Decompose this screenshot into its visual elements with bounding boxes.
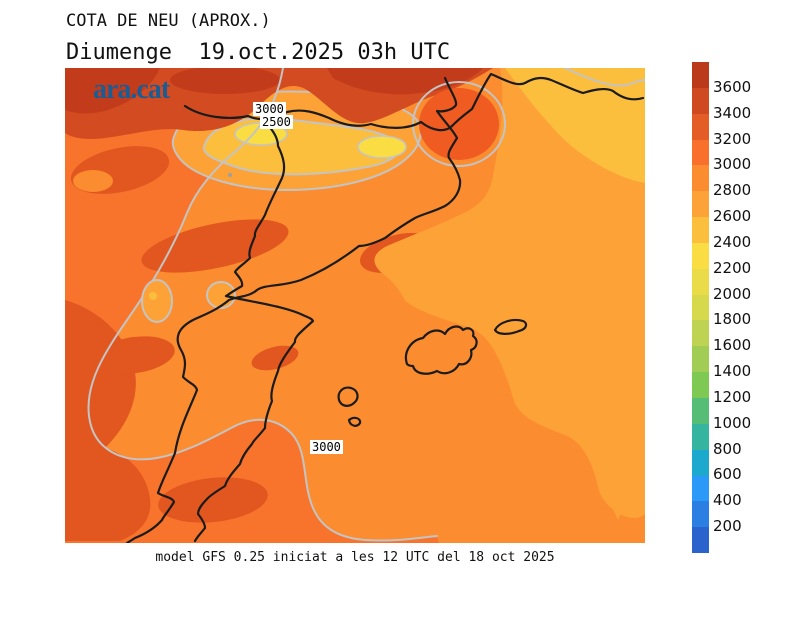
colorbar-tick-label: 200 bbox=[713, 517, 742, 536]
band-3400-3600-mid bbox=[170, 66, 280, 94]
region-east-2600-2800 bbox=[374, 68, 645, 518]
colorbar-segment bbox=[692, 320, 709, 347]
colorbar-tick-label: 1800 bbox=[713, 310, 752, 329]
contour-label-3000-south: 3000 bbox=[310, 440, 343, 454]
colorbar-tick-label: 2000 bbox=[713, 284, 752, 303]
colorbar-tick-label: 2200 bbox=[713, 258, 752, 277]
valencia-inland-border bbox=[193, 294, 315, 543]
region-northeast-2400-2600 bbox=[505, 68, 645, 183]
colorbar-segment bbox=[692, 294, 709, 321]
colorbar-tick-labels: 3600 3400 3200 3000 2800 2600 2400 2200 2000 1800… bbox=[713, 62, 773, 553]
colorbar-tick-label: 800 bbox=[713, 439, 742, 458]
colorbar bbox=[692, 62, 709, 554]
aragon-border bbox=[224, 120, 286, 298]
mallorca bbox=[404, 325, 478, 375]
colorbar-segment bbox=[692, 139, 709, 166]
colorbar-segment bbox=[692, 501, 709, 528]
pyrenees-border-french-coast bbox=[183, 72, 645, 132]
ibiza bbox=[337, 386, 359, 407]
colorbar-tick-label: 600 bbox=[713, 465, 742, 484]
patch-dark-5 bbox=[158, 477, 268, 523]
colorbar-segment bbox=[692, 397, 709, 424]
colorbar-segment bbox=[692, 191, 709, 218]
colorbar-tick-label: 1600 bbox=[713, 336, 752, 355]
colorbar-tick-label: 2800 bbox=[713, 181, 752, 200]
contour-ring-andorra bbox=[412, 81, 506, 167]
patch-dark-3 bbox=[95, 336, 175, 374]
snow-level-map: ara.cat 3000 2500 3000 bbox=[65, 66, 646, 545]
top-dark-band bbox=[65, 66, 499, 160]
contour-ring-small-1-core bbox=[149, 292, 157, 300]
coastline bbox=[125, 76, 462, 545]
contour-ring-small-2 bbox=[206, 281, 236, 309]
colorbar-segment bbox=[692, 62, 709, 88]
colorbar-tick-label: 3400 bbox=[713, 103, 752, 122]
band-3400-3600-corner bbox=[65, 68, 160, 114]
contour-northeast bbox=[564, 67, 646, 87]
formentera bbox=[347, 416, 362, 427]
band-3400-3600-right bbox=[327, 68, 483, 95]
colorbar-segment bbox=[692, 449, 709, 476]
colorbar-segment bbox=[692, 87, 709, 114]
map-dot bbox=[228, 173, 232, 177]
colorbar-tick-label: 1200 bbox=[713, 387, 752, 406]
colorbar-tick-label: 3000 bbox=[713, 155, 752, 174]
colorbar-segment bbox=[692, 527, 709, 554]
andorra-high-zone bbox=[419, 88, 499, 160]
contour-label-3000-north: 3000 bbox=[253, 102, 286, 116]
contour-ring-small-1 bbox=[141, 279, 173, 323]
colorbar-tick-label: 1000 bbox=[713, 413, 752, 432]
colorbar-segment bbox=[692, 372, 709, 398]
balearic-islands bbox=[337, 318, 528, 427]
colorbar-tick-label: 400 bbox=[713, 491, 742, 510]
colorbar-tick-label: 1400 bbox=[713, 362, 752, 381]
colorbar-segment bbox=[692, 268, 709, 295]
patch-dark-2 bbox=[141, 219, 289, 273]
colorbar-segment bbox=[692, 113, 709, 140]
footer-caption: model GFS 0.25 iniciat a les 12 UTC del … bbox=[155, 550, 555, 565]
ara-cat-logo: ara.cat bbox=[93, 74, 170, 105]
pyrenees-spot-2200-2400-b bbox=[357, 135, 407, 159]
colorbar-tick-label: 3600 bbox=[713, 77, 752, 96]
colorbar-segment bbox=[692, 346, 709, 373]
colorbar-segment bbox=[692, 475, 709, 502]
menorca bbox=[493, 318, 528, 335]
wedge-southeast-2600-2800 bbox=[606, 492, 630, 520]
contour-label-2500: 2500 bbox=[260, 115, 293, 129]
black-borders bbox=[125, 72, 645, 545]
colorbar-segment bbox=[692, 423, 709, 450]
region-west-3000-3200 bbox=[65, 68, 439, 543]
colorbar-segment bbox=[692, 165, 709, 192]
colorbar-tick-label: 2400 bbox=[713, 232, 752, 251]
page-title: COTA DE NEU (APROX.) bbox=[66, 11, 271, 31]
colorbar-segment bbox=[692, 217, 709, 243]
contour-3000-line bbox=[87, 67, 438, 542]
patch-light-2 bbox=[73, 170, 113, 192]
colorbar-segment bbox=[692, 242, 709, 269]
colorbar-tick-label: 3200 bbox=[713, 129, 752, 148]
page-subtitle: Diumenge 19.oct.2025 03h UTC bbox=[66, 40, 451, 65]
map-svg bbox=[65, 66, 646, 545]
colorbar-tick-label: 2600 bbox=[713, 207, 752, 226]
